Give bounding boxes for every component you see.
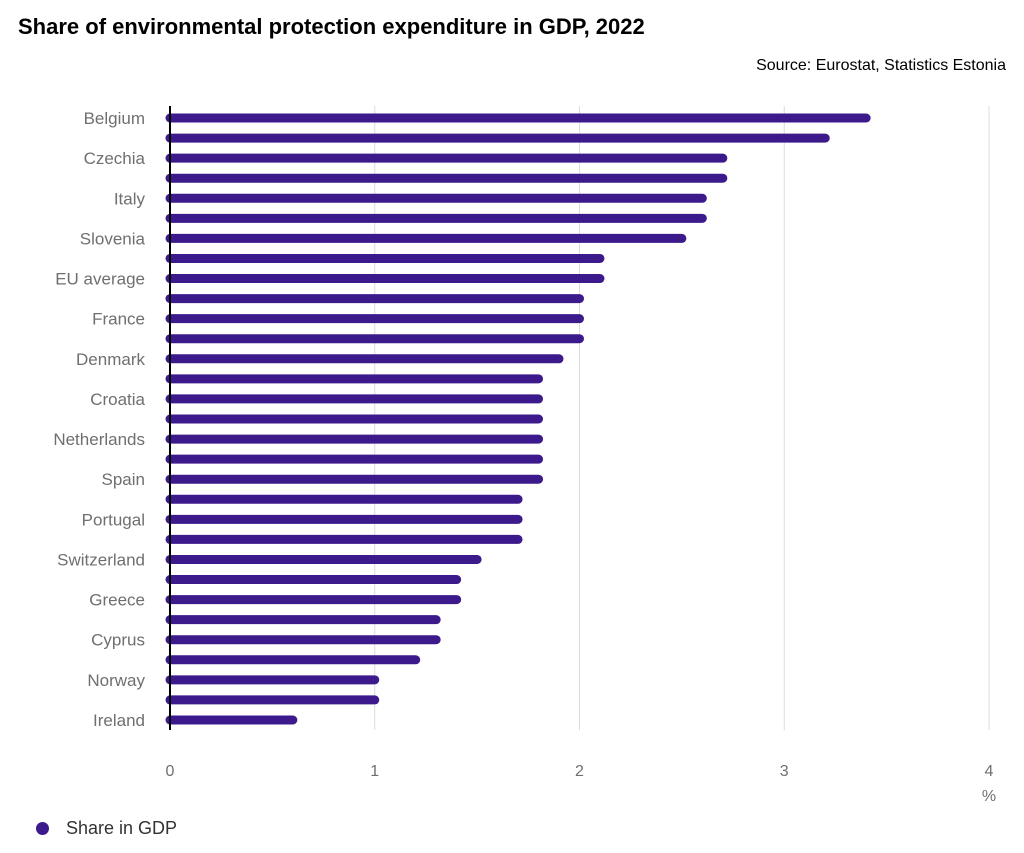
x-tick-label: 0 <box>166 763 175 780</box>
category-label: Netherlands <box>53 430 145 449</box>
category-label: Greece <box>89 591 145 610</box>
category-label: Belgium <box>84 109 145 128</box>
category-label: Denmark <box>76 350 145 369</box>
chart-source: Source: Eurostat, Statistics Estonia <box>756 57 1006 74</box>
category-label: Portugal <box>82 510 145 529</box>
category-label: Ireland <box>93 711 145 730</box>
category-label: Spain <box>102 470 145 489</box>
category-label: Cyprus <box>91 631 145 650</box>
x-tick-label: 2 <box>575 763 584 780</box>
category-label: EU average <box>55 270 145 289</box>
legend-marker-icon <box>36 822 49 835</box>
x-axis-label: % <box>982 788 996 805</box>
legend[interactable]: Share in GDP <box>36 818 177 839</box>
legend-label: Share in GDP <box>66 818 178 838</box>
chart-title: Share of environmental protection expend… <box>18 14 645 39</box>
category-label: Croatia <box>90 390 145 409</box>
x-tick-label: 3 <box>780 763 789 780</box>
category-label: Czechia <box>84 149 146 168</box>
category-label: Slovenia <box>80 229 146 248</box>
x-tick-label: 1 <box>370 763 379 780</box>
x-tick-label: 4 <box>985 763 994 780</box>
category-label: Italy <box>114 189 146 208</box>
category-label: Norway <box>87 671 145 690</box>
category-label: France <box>92 310 145 329</box>
category-label: Switzerland <box>57 550 145 569</box>
